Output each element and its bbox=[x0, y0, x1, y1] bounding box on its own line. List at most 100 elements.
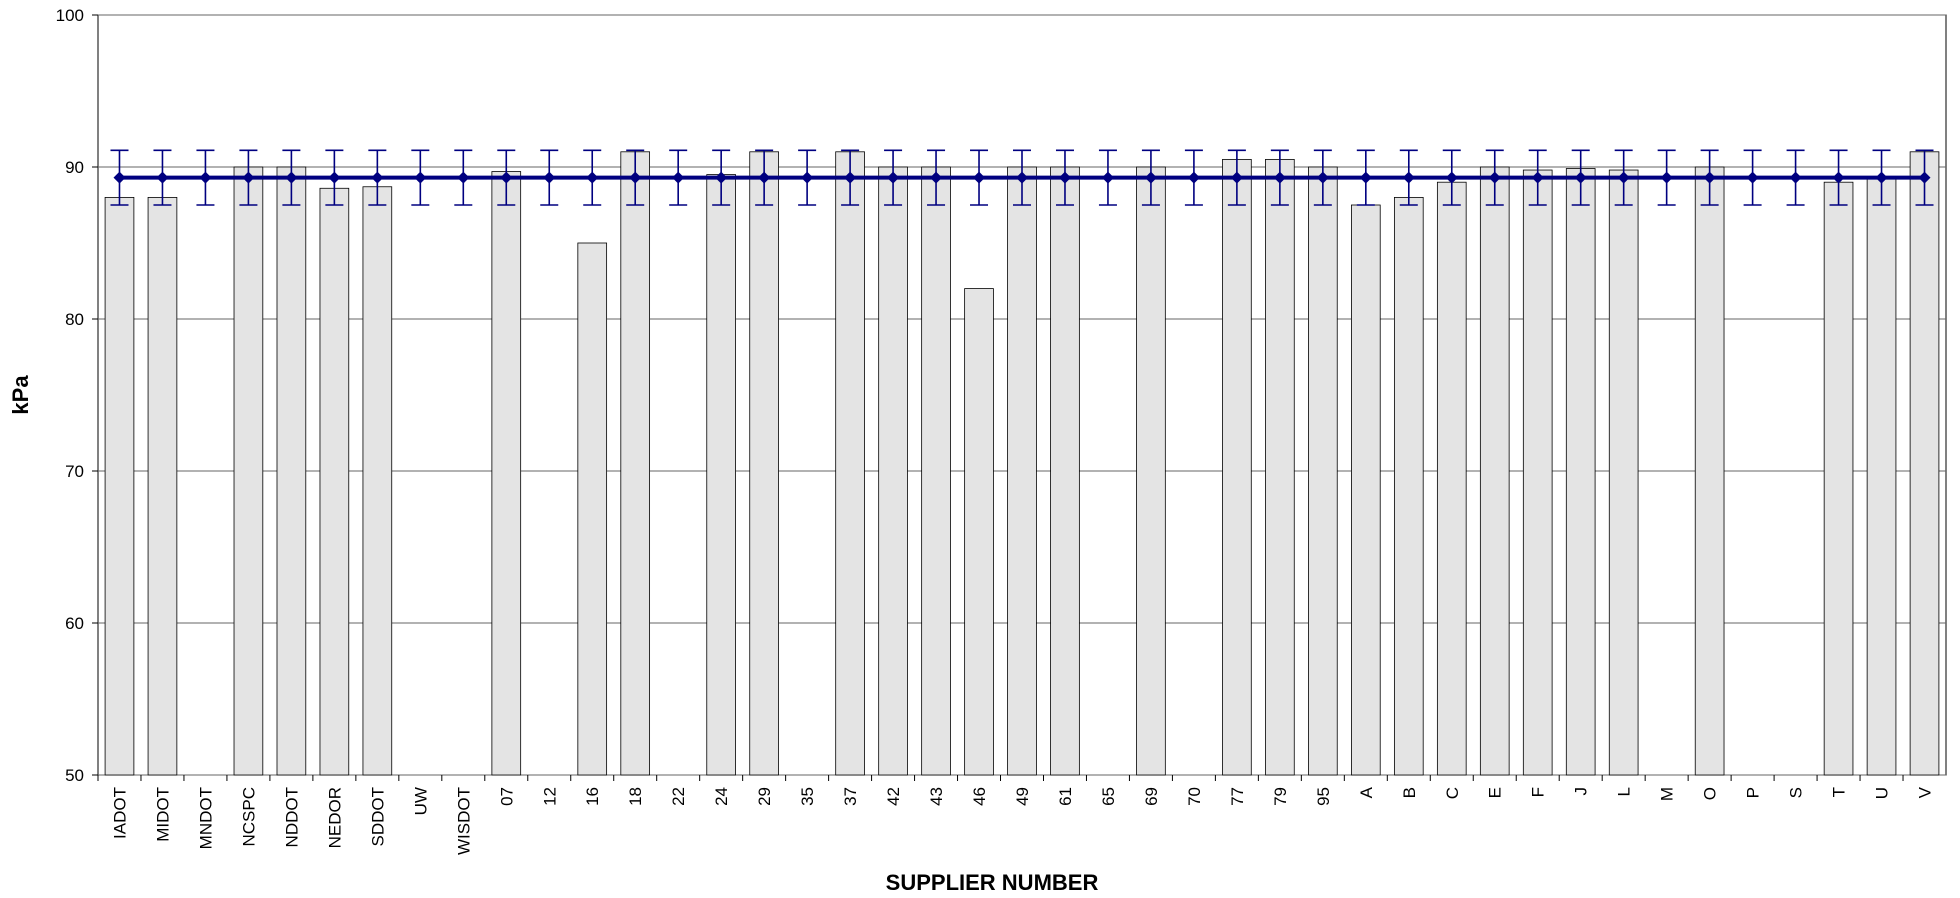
marker bbox=[371, 171, 384, 184]
x-tick-label: O bbox=[1701, 787, 1720, 800]
bar bbox=[1308, 166, 1338, 776]
marker bbox=[801, 171, 814, 184]
x-axis-title: SUPPLIER NUMBER bbox=[886, 870, 1099, 895]
bar bbox=[878, 166, 908, 776]
marker bbox=[328, 171, 341, 184]
marker bbox=[199, 171, 212, 184]
x-tick-label: NCSPC bbox=[239, 787, 258, 847]
bar bbox=[1222, 158, 1252, 776]
marker bbox=[1273, 171, 1286, 184]
x-tick-label: 35 bbox=[798, 787, 817, 806]
marker bbox=[1187, 171, 1200, 184]
x-tick-label: WISDOT bbox=[454, 787, 473, 855]
marker bbox=[1445, 171, 1458, 184]
bar bbox=[1909, 151, 1940, 776]
bar bbox=[835, 151, 865, 776]
x-tick-label: J bbox=[1572, 787, 1591, 796]
x-tick-label: 12 bbox=[540, 787, 559, 806]
bar bbox=[319, 187, 350, 776]
marker bbox=[1488, 171, 1501, 184]
marker bbox=[1746, 171, 1759, 184]
bar bbox=[147, 196, 178, 776]
bar bbox=[1136, 166, 1166, 776]
x-tick-label: F bbox=[1529, 787, 1548, 797]
marker bbox=[1531, 171, 1544, 184]
x-tick-label: 29 bbox=[755, 787, 774, 806]
marker bbox=[1101, 171, 1114, 184]
bar bbox=[577, 242, 608, 776]
bar bbox=[1522, 169, 1553, 776]
bar bbox=[1050, 166, 1080, 776]
x-tick-label: B bbox=[1400, 787, 1419, 798]
marker bbox=[1359, 171, 1372, 184]
bar bbox=[276, 166, 307, 776]
marker bbox=[500, 171, 513, 184]
bar bbox=[921, 166, 951, 776]
marker bbox=[543, 171, 556, 184]
bar bbox=[362, 186, 393, 776]
marker bbox=[1016, 171, 1028, 184]
bar bbox=[749, 151, 779, 776]
marker bbox=[156, 171, 169, 184]
x-tick-label: V bbox=[1916, 786, 1935, 798]
marker bbox=[1316, 171, 1329, 184]
bar bbox=[1479, 166, 1510, 776]
marker bbox=[1875, 171, 1888, 184]
x-tick-label: P bbox=[1744, 787, 1763, 798]
y-axis-title: kPa bbox=[8, 375, 33, 415]
x-tick-label: 79 bbox=[1271, 787, 1290, 806]
marker bbox=[1574, 171, 1587, 184]
x-tick-label: 42 bbox=[884, 787, 903, 806]
x-tick-label: UW bbox=[411, 787, 430, 815]
x-tick-label: 69 bbox=[1142, 787, 1161, 806]
x-tick-label: 24 bbox=[712, 787, 731, 806]
marker bbox=[1058, 171, 1071, 184]
bar bbox=[1393, 196, 1424, 776]
marker bbox=[1144, 171, 1157, 184]
marker bbox=[715, 171, 728, 184]
x-tick-label: IADOT bbox=[110, 787, 129, 839]
bar bbox=[104, 196, 135, 776]
bar bbox=[1565, 168, 1596, 776]
x-tick-label: 70 bbox=[1185, 787, 1204, 806]
y-tick-label: 90 bbox=[65, 158, 84, 177]
marker bbox=[1402, 171, 1415, 184]
bar bbox=[706, 174, 736, 776]
bar bbox=[1608, 169, 1639, 776]
marker bbox=[1832, 171, 1845, 184]
marker bbox=[844, 171, 857, 184]
marker bbox=[586, 171, 599, 184]
bar bbox=[1823, 181, 1854, 776]
x-tick-label: E bbox=[1486, 787, 1505, 798]
x-tick-label: MNDOT bbox=[196, 787, 215, 849]
marker bbox=[887, 171, 900, 184]
x-tick-label: 07 bbox=[497, 787, 516, 806]
x-tick-label: 16 bbox=[583, 787, 602, 806]
bar bbox=[491, 171, 522, 776]
y-tick-label: 100 bbox=[56, 6, 84, 25]
marker bbox=[930, 171, 943, 184]
y-tick-label: 80 bbox=[65, 310, 84, 329]
bar bbox=[1866, 177, 1897, 776]
x-tick-label: MIDOT bbox=[153, 787, 172, 842]
marker bbox=[672, 171, 685, 184]
x-tick-label: L bbox=[1615, 787, 1634, 796]
x-tick-label: M bbox=[1658, 787, 1677, 801]
marker bbox=[113, 171, 126, 184]
x-tick-label: 61 bbox=[1056, 787, 1075, 806]
x-tick-label: T bbox=[1830, 787, 1849, 797]
marker bbox=[457, 171, 470, 184]
bar bbox=[1694, 166, 1725, 776]
bar bbox=[1007, 166, 1037, 776]
marker bbox=[758, 171, 771, 184]
marker bbox=[1703, 171, 1716, 184]
x-tick-label: 95 bbox=[1314, 787, 1333, 806]
bar bbox=[1436, 181, 1467, 776]
x-tick-label: 22 bbox=[669, 787, 688, 806]
x-tick-label: A bbox=[1357, 786, 1376, 798]
marker bbox=[414, 171, 427, 184]
x-tick-label: 43 bbox=[927, 787, 946, 806]
marker bbox=[242, 171, 255, 184]
x-tick-label: NEDOR bbox=[325, 787, 344, 848]
